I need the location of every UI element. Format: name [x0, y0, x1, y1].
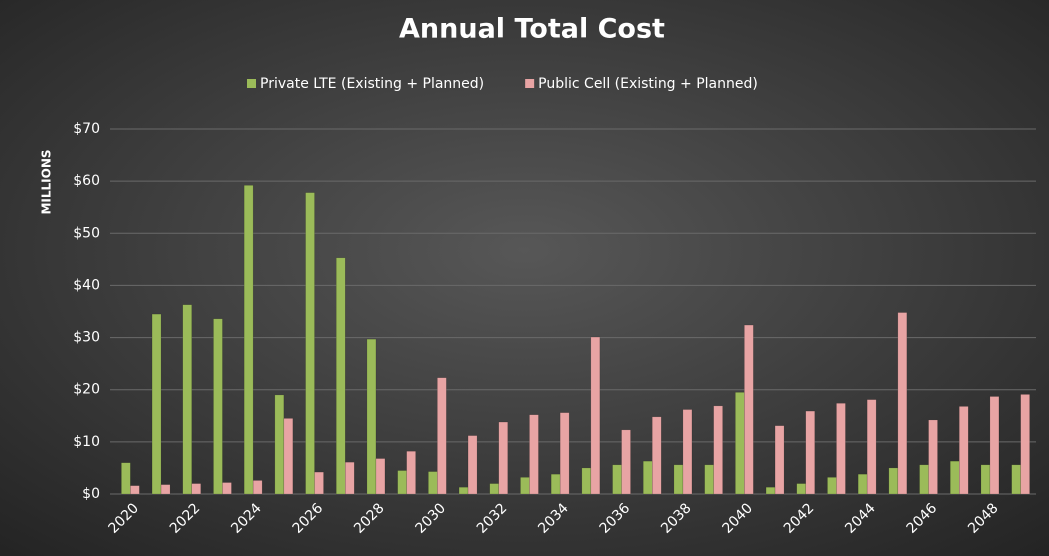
- legend-swatch: [525, 79, 535, 88]
- bar: [836, 403, 846, 495]
- bar: [1011, 464, 1021, 495]
- bar: [336, 257, 346, 495]
- bar: [437, 377, 447, 495]
- bar: [581, 467, 592, 495]
- bar: [682, 409, 693, 495]
- bar: [989, 396, 1000, 495]
- bar: [805, 410, 815, 495]
- bar: [735, 392, 745, 495]
- bar: [191, 483, 201, 495]
- bar: [274, 394, 285, 495]
- bar: [959, 406, 969, 495]
- bar: [713, 405, 723, 495]
- legend-swatch: [247, 79, 256, 88]
- bar: [928, 419, 938, 495]
- bar: [774, 425, 785, 495]
- bar: [652, 416, 662, 495]
- bar: [498, 421, 508, 495]
- bar: [213, 318, 223, 495]
- bar: [866, 399, 877, 495]
- legend-label: Private LTE (Existing + Planned): [260, 76, 484, 92]
- bar: [897, 312, 908, 495]
- bar: [375, 458, 386, 495]
- bar: [121, 462, 131, 495]
- bar: [612, 464, 622, 495]
- bar: [222, 482, 232, 495]
- y-tick-label: $50: [73, 225, 100, 241]
- bar: [182, 304, 192, 495]
- bar: [643, 460, 653, 495]
- y-tick-label: $30: [73, 330, 100, 346]
- bar: [704, 464, 714, 495]
- bar: [252, 480, 263, 495]
- bar: [744, 324, 754, 495]
- y-tick-label: $10: [73, 434, 100, 450]
- y-tick-label: $70: [73, 121, 100, 137]
- bar: [283, 418, 294, 495]
- bar: [489, 483, 499, 495]
- bar: [559, 412, 570, 495]
- bar: [305, 192, 315, 495]
- bar: [590, 336, 601, 495]
- bar: [243, 185, 254, 495]
- bar: [950, 460, 960, 495]
- y-tick-label: $40: [73, 277, 100, 293]
- bar: [765, 486, 776, 495]
- bar: [520, 477, 530, 495]
- bar: [458, 486, 469, 495]
- bar: [130, 485, 140, 495]
- bar: [397, 470, 407, 495]
- y-axis-label: MILLIONS: [40, 149, 54, 214]
- bar: [888, 467, 899, 495]
- bar: [827, 477, 837, 495]
- bar: [314, 471, 324, 495]
- bar: [621, 429, 631, 495]
- bar: [160, 484, 171, 495]
- bar: [406, 450, 416, 495]
- bar: [1020, 394, 1030, 495]
- bar: [151, 313, 162, 495]
- bar: [345, 461, 355, 495]
- bar: [919, 464, 929, 495]
- chart-title: Annual Total Cost: [399, 14, 665, 45]
- bar: [428, 471, 438, 495]
- bar: [673, 464, 684, 495]
- bar: [467, 435, 478, 495]
- y-tick-label: $20: [73, 382, 100, 398]
- bar: [796, 483, 806, 495]
- bar: [980, 464, 991, 495]
- y-tick-label: $0: [82, 486, 100, 502]
- bar: [529, 414, 539, 495]
- legend-label: Public Cell (Existing + Planned): [538, 76, 758, 92]
- bar: [857, 473, 868, 495]
- bar: [366, 338, 377, 495]
- y-tick-label: $60: [73, 173, 100, 189]
- bar: [550, 473, 561, 495]
